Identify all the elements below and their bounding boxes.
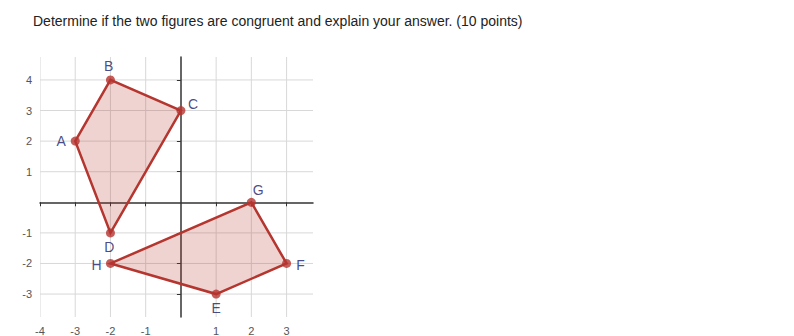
svg-text:F: F <box>296 257 305 273</box>
svg-text:-4: -4 <box>35 325 45 336</box>
svg-text:-1: -1 <box>141 325 151 336</box>
svg-text:3: 3 <box>284 325 290 336</box>
svg-text:-3: -3 <box>22 288 32 300</box>
svg-text:1: 1 <box>26 166 32 178</box>
svg-text:Determine if the two figures a: Determine if the two figures are congrue… <box>33 13 523 29</box>
svg-text:C: C <box>188 96 198 112</box>
svg-text:-1: -1 <box>22 227 32 239</box>
svg-text:A: A <box>57 133 67 149</box>
svg-text:-3: -3 <box>70 325 80 336</box>
svg-text:B: B <box>104 58 113 74</box>
svg-text:4: 4 <box>26 74 32 86</box>
svg-text:2: 2 <box>248 325 254 336</box>
svg-text:-2: -2 <box>22 257 32 269</box>
svg-text:H: H <box>91 257 101 273</box>
svg-text:G: G <box>253 182 264 198</box>
svg-text:1: 1 <box>213 325 219 336</box>
svg-text:D: D <box>104 239 114 255</box>
svg-text:3: 3 <box>26 105 32 117</box>
svg-text:2: 2 <box>26 135 32 147</box>
svg-text:E: E <box>211 300 220 316</box>
svg-text:-2: -2 <box>106 325 116 336</box>
